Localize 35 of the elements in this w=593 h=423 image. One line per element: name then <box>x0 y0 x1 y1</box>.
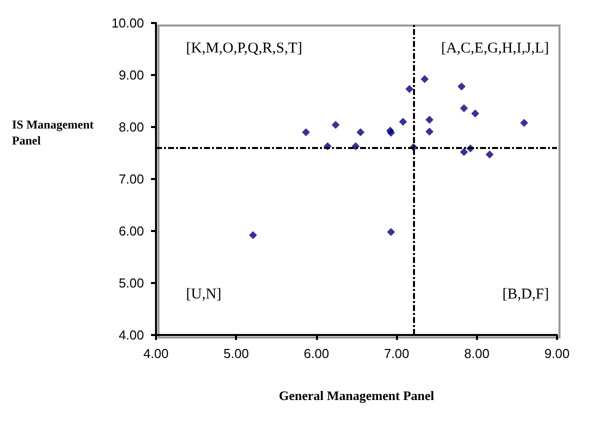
y-axis-title: IS Management Panel <box>12 118 97 148</box>
point <box>356 128 365 136</box>
point <box>386 228 395 236</box>
point <box>249 231 258 240</box>
x-tick-label: 9.00 <box>544 346 570 361</box>
point <box>405 85 414 94</box>
y-tick-label: 7.00 <box>118 172 144 186</box>
y-tick-label: 6.00 <box>118 224 144 238</box>
annotation: [B,D,F] <box>502 286 549 302</box>
point <box>458 82 466 90</box>
point <box>420 75 429 84</box>
x-tick-label: 6.00 <box>304 346 330 361</box>
point <box>302 128 310 136</box>
point <box>425 116 434 124</box>
point <box>460 148 468 156</box>
point <box>425 128 434 136</box>
y-tick-label: 10.00 <box>111 16 144 30</box>
annotation: [A,C,E,G,H,I,J,L] <box>441 40 550 56</box>
annotation: [K,M,O,P,Q,R,S,T] <box>186 40 302 56</box>
y-tick-label: 4.00 <box>118 328 144 342</box>
x-tick-label: 4.00 <box>143 346 169 361</box>
y-tick-label: 8.00 <box>118 120 144 134</box>
point <box>520 118 528 127</box>
x-tick-label: 7.00 <box>384 346 410 361</box>
point <box>471 109 480 118</box>
x-axis-title: General Management Panel <box>278 388 435 403</box>
point <box>399 118 408 126</box>
x-tick-label: 8.00 <box>464 346 490 361</box>
x-tick-label: 5.00 <box>224 346 249 361</box>
y-tick-label: 5.00 <box>118 276 144 290</box>
point <box>460 104 468 112</box>
y-tick-label: 9.00 <box>118 68 144 82</box>
annotation: [U,N] <box>186 286 222 302</box>
point <box>332 120 340 129</box>
point <box>486 150 494 159</box>
